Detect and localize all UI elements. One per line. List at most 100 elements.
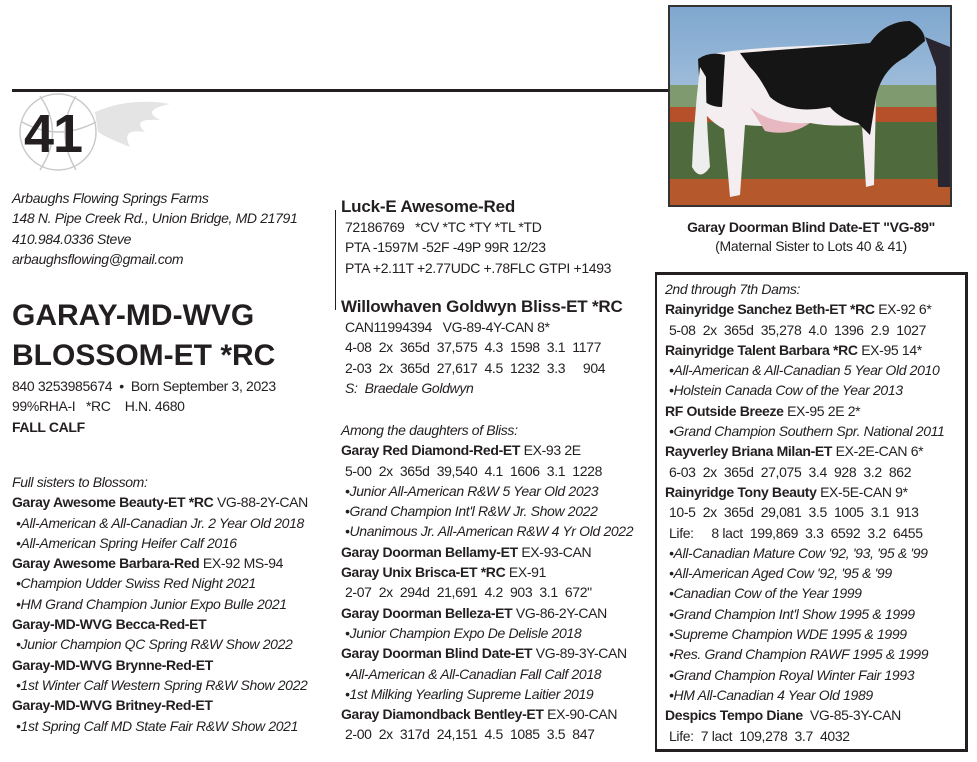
production-record: 6-03 2x 365d 27,075 3.4 928 3.2 862 — [669, 463, 912, 480]
animal-name-line1: GARAY-MD-WVG — [12, 299, 255, 332]
award-note: •All-American & All-Canadian Fall Calf 2… — [345, 665, 602, 682]
entry-name: Garay Awesome Barbara-Red — [12, 555, 200, 572]
animal-genetics: 99%RHA-I *RC H.N. 4680 — [12, 398, 185, 415]
entry-title-line: Rayverley Briana Milan-ET EX-2E-CAN 6* — [665, 441, 965, 461]
entry-name: Rainyridge Talent Barbara *RC — [665, 341, 858, 358]
entry-title-line: RF Outside Breeze EX-95 2E 2* — [665, 401, 965, 421]
entry-name: RF Outside Breeze — [665, 402, 784, 419]
entry-name: Garay Awesome Beauty-ET *RC — [12, 494, 214, 511]
photo-caption-block: Garay Doorman Blind Date-ET "VG-89" (Mat… — [660, 218, 962, 256]
award-note: •Holstein Canada Cow of the Year 2013 — [669, 382, 903, 399]
production-record: 5-00 2x 365d 39,540 4.1 1606 3.1 1228 — [345, 462, 603, 479]
award-note: •HM All-Canadian 4 Year Old 1989 — [669, 686, 873, 703]
entry-title-line: Garay Doorman Belleza-ET VG-86-2Y-CAN — [341, 603, 633, 623]
award-note: •Unanimous Jr. All-American R&W 4 Yr Old… — [345, 523, 634, 540]
cow-photo — [668, 5, 952, 207]
entry-name: Rainyridge Sanchez Beth-ET *RC — [665, 301, 875, 318]
phone: 410.984.0336 Steve — [12, 230, 132, 247]
entry-name: Garay-MD-WVG Becca-Red-ET — [12, 616, 207, 633]
entry-rating: VG-88-2Y-CAN — [213, 494, 308, 511]
email: arbaughsflowing@gmail.com — [12, 250, 184, 267]
entry-title-line: Rainyridge Tony Beauty EX-5E-CAN 9* — [665, 482, 965, 502]
award-note: •All-American & All-Canadian Jr. 2 Year … — [16, 514, 304, 531]
award-note: •1st Spring Calf MD State Fair R&W Show … — [16, 717, 299, 734]
animal-name-line2: BLOSSOM-ET *RC — [12, 339, 276, 372]
entry-title-line: Garay Awesome Barbara-Red EX-92 MS-94 — [12, 553, 308, 573]
entry-title-line: Rainyridge Sanchez Beth-ET *RC EX-92 6* — [665, 299, 965, 319]
production-record: 10-5 2x 365d 29,081 3.5 1005 3.1 913 — [669, 504, 919, 521]
pedigree-bracket — [335, 210, 336, 310]
award-note: •Grand Champion Int'l R&W Jr. Show 2022 — [345, 503, 598, 520]
production-record: 2-00 2x 317d 24,151 4.5 1085 3.5 847 — [345, 726, 595, 743]
production-record: 5-08 2x 365d 35,278 4.0 1396 2.9 1027 — [669, 321, 927, 338]
entry-rating: EX-2E-CAN 6* — [832, 443, 924, 460]
entry-name: Garay Unix Brisca-ET *RC — [341, 564, 506, 581]
award-note: •All-American & All-Canadian 5 Year Old … — [669, 362, 940, 379]
entry-name: Rayverley Briana Milan-ET — [665, 443, 833, 460]
farm-name: Arbaughs Flowing Springs Farms — [12, 190, 209, 206]
animal-block: GARAY-MD-WVG BLOSSOM-ET *RC 840 32539856… — [12, 296, 276, 437]
entry-rating: EX-91 — [505, 564, 547, 581]
entry-name: Garay Doorman Belleza-ET — [341, 604, 513, 621]
entry-name: Despics Tempo Diane — [665, 707, 803, 724]
award-note: •Junior All-American R&W 5 Year Old 2023 — [345, 482, 599, 499]
dam-name: Willowhaven Goldwyn Bliss-ET *RC — [341, 297, 623, 316]
entry-name: Garay Doorman Bellamy-ET — [341, 543, 518, 560]
sire-info-line: PTA -1597M -52F -49P 99R 12/23 — [345, 239, 546, 256]
award-note: •Grand Champion Int'l Show 1995 & 1999 — [669, 605, 915, 622]
entry-rating: EX-95 14* — [857, 341, 922, 358]
dam-sire: S: Braedale Goldwyn — [345, 379, 474, 396]
entry-rating: EX-5E-CAN 9* — [816, 483, 908, 500]
sire-section: Luck-E Awesome-Red 72186769 *CV *TC *TY … — [341, 197, 611, 278]
entry-title-line: Garay-MD-WVG Brynne-Red-ET — [12, 655, 308, 675]
entry-title-line: Despics Tempo Diane VG-85-3Y-CAN — [665, 705, 965, 725]
entry-title-line: Garay-MD-WVG Becca-Red-ET — [12, 614, 308, 634]
award-note: •All-American Spring Heifer Calf 2016 — [16, 534, 237, 551]
header-rule — [12, 89, 668, 92]
photo-caption: Garay Doorman Blind Date-ET "VG-89" — [687, 219, 935, 235]
award-note: •All-Canadian Mature Cow '92, '93, '95 &… — [669, 544, 928, 561]
entry-title-line: Garay Unix Brisca-ET *RC EX-91 — [341, 562, 633, 582]
award-note: •1st Milking Yearling Supreme Laitier 20… — [345, 685, 594, 702]
award-note: •Grand Champion Southern Spr. National 2… — [669, 423, 945, 440]
entry-name: Garay-MD-WVG Britney-Red-ET — [12, 697, 213, 714]
entry-title-line: Garay Doorman Bellamy-ET EX-93-CAN — [341, 542, 633, 562]
award-note: •Res. Grand Champion RAWF 1995 & 1999 — [669, 646, 929, 663]
award-note: •Junior Champion Expo De Delisle 2018 — [345, 624, 582, 641]
award-note: •Junior Champion QC Spring R&W Show 2022 — [16, 636, 293, 653]
award-note: •Champion Udder Swiss Red Night 2021 — [16, 575, 256, 592]
photo-subcaption: (Maternal Sister to Lots 40 & 41) — [715, 238, 907, 254]
entry-rating: EX-93 2E — [520, 442, 581, 459]
award-note: •1st Winter Calf Western Spring R&W Show… — [16, 676, 308, 693]
entry-title-line: Rainyridge Talent Barbara *RC EX-95 14* — [665, 340, 965, 360]
production-record: Life: 8 lact 199,869 3.3 6592 3.2 6455 — [669, 524, 923, 541]
award-note: •Grand Champion Royal Winter Fair 1993 — [669, 666, 915, 683]
dam-info-line: 2-03 2x 365d 27,617 4.5 1232 3.3 904 — [345, 359, 606, 376]
entry-rating: EX-92 MS-94 — [199, 555, 284, 572]
dams-box: 2nd through 7th Dams: Rainyridge Sanchez… — [655, 272, 968, 752]
sire-name: Luck-E Awesome-Red — [341, 197, 516, 216]
award-note: •HM Grand Champion Junior Expo Bulle 202… — [16, 595, 287, 612]
entry-rating: VG-86-2Y-CAN — [512, 604, 607, 621]
award-note: •Canadian Cow of the Year 1999 — [669, 585, 862, 602]
entry-rating: EX-95 2E 2* — [783, 402, 861, 419]
entry-title-line: Garay Diamondback Bentley-ET EX-90-CAN — [341, 704, 633, 724]
dam-section: Willowhaven Goldwyn Bliss-ET *RC CAN1199… — [341, 297, 623, 398]
entry-rating: EX-90-CAN — [543, 706, 618, 723]
animal-class: FALL CALF — [12, 418, 85, 435]
daughters-heading: Among the daughters of Bliss: — [341, 422, 518, 438]
entry-rating: EX-93-CAN — [517, 543, 592, 560]
full-sisters-heading: Full sisters to Blossom: — [12, 474, 148, 490]
entry-rating: VG-85-3Y-CAN — [802, 707, 901, 724]
full-sisters-section: Full sisters to Blossom: Garay Awesome B… — [12, 472, 308, 736]
award-note: •Supreme Champion WDE 1995 & 1999 — [669, 626, 907, 643]
entry-rating: VG-89-3Y-CAN — [532, 645, 627, 662]
dam-info-line: CAN11994394 VG-89-4Y-CAN 8* — [345, 319, 550, 335]
animal-id-born: 840 3253985674 • Born September 3, 2023 — [12, 378, 276, 394]
entry-name: Garay-MD-WVG Brynne-Red-ET — [12, 656, 213, 673]
sire-info-line: PTA +2.11T +2.77UDC +.78FLC GTPI +1493 — [345, 259, 612, 276]
dam-info-line: 4-08 2x 365d 37,575 4.3 1598 3.1 1177 — [345, 339, 602, 356]
entry-title-line: Garay Red Diamond-Red-ET EX-93 2E — [341, 440, 633, 460]
entry-title-line: Garay-MD-WVG Britney-Red-ET — [12, 695, 308, 715]
address: 148 N. Pipe Creek Rd., Union Bridge, MD … — [12, 210, 298, 227]
